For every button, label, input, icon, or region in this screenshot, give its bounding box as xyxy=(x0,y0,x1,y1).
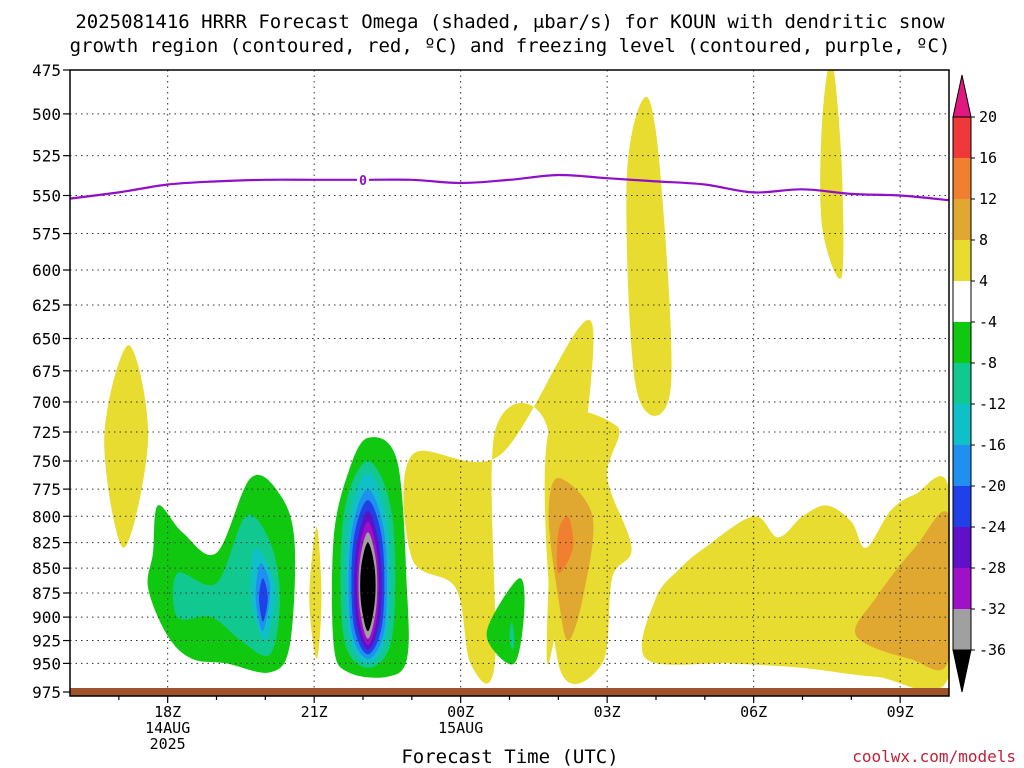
ytick-label-600: 600 xyxy=(32,261,61,280)
freezing-level-line xyxy=(70,173,949,202)
ytick-label-975: 975 xyxy=(32,683,61,702)
omega-region-4 xyxy=(820,70,844,279)
xtick-label-24-1: 15AUG xyxy=(438,719,483,737)
colorbar-label-1: 16 xyxy=(979,149,997,167)
colorbar-bin-7 xyxy=(953,404,971,445)
x-axis-label: Forecast Time (UTC) xyxy=(401,746,618,768)
colorbar-label-7: -12 xyxy=(979,395,1006,413)
colorbar-bin-8 xyxy=(953,445,971,486)
omega-region-5 xyxy=(309,526,322,659)
colorbar-label-6: -8 xyxy=(979,354,997,372)
xtick-label-18-0: 18Z xyxy=(154,703,181,721)
omega-shaded-regions xyxy=(104,70,949,692)
xtick-label-21-0: 21Z xyxy=(301,703,328,721)
ytick-label-525: 525 xyxy=(32,147,61,166)
xtick-label-33-0: 09Z xyxy=(887,703,914,721)
freezing-level-contour: 0 xyxy=(70,171,949,202)
surface-ground xyxy=(70,688,949,696)
colorbar-bin-6 xyxy=(953,363,971,404)
ytick-label-500: 500 xyxy=(32,105,61,124)
omega-region-14 xyxy=(259,578,268,622)
chart-title-line2: growth region (contoured, red, ºC) and f… xyxy=(70,35,951,57)
colorbar-bin-2 xyxy=(953,199,971,240)
ytick-label-800: 800 xyxy=(32,507,61,526)
ytick-label-475: 475 xyxy=(32,61,61,80)
colorbar-bin-11 xyxy=(953,568,971,609)
freezing-label-bg xyxy=(357,171,369,188)
surface-layer xyxy=(70,688,949,696)
colorbar-label-2: 12 xyxy=(979,190,997,208)
freezing-level-label: 0 xyxy=(359,174,367,189)
xtick-label-24-0: 00Z xyxy=(447,703,474,721)
ytick-label-900: 900 xyxy=(32,608,61,627)
omega-region-1 xyxy=(403,319,594,684)
chart-title-line1: 2025081416 HRRR Forecast Omega (shaded, … xyxy=(75,11,945,33)
omega-region-23 xyxy=(360,542,376,632)
ytick-label-575: 575 xyxy=(32,225,61,244)
omega-region-7 xyxy=(548,478,594,641)
ytick-label-700: 700 xyxy=(32,393,61,412)
colorbar-label-0: 20 xyxy=(979,108,997,126)
ytick-label-850: 850 xyxy=(32,559,61,578)
colorbar-label-5: -4 xyxy=(979,313,997,331)
colorbar-label-13: -36 xyxy=(979,641,1006,659)
xtick-label-18-1: 14AUG xyxy=(145,719,190,737)
ytick-label-950: 950 xyxy=(32,654,61,673)
omega-region-0 xyxy=(104,345,149,548)
colorbar-bin-4 xyxy=(953,281,971,322)
ytick-label-925: 925 xyxy=(32,632,61,651)
ytick-label-650: 650 xyxy=(32,330,61,349)
omega-region-2 xyxy=(626,96,672,416)
omega-region-8 xyxy=(855,511,949,671)
colorbar-bin-3 xyxy=(953,240,971,281)
colorbar-label-8: -16 xyxy=(979,436,1006,454)
xtick-label-27-0: 03Z xyxy=(594,703,621,721)
colorbar-bin-0 xyxy=(953,117,971,158)
omega-region-11 xyxy=(172,514,280,657)
colorbar-label-11: -28 xyxy=(979,559,1006,577)
ytick-label-675: 675 xyxy=(32,362,61,381)
omega-region-9 xyxy=(556,515,574,574)
colorbar-bin-5 xyxy=(953,322,971,363)
ytick-label-750: 750 xyxy=(32,452,61,471)
colorbar-label-9: -20 xyxy=(979,477,1006,495)
source-credit: coolwx.com/models xyxy=(852,747,1016,766)
xtick-label-18-2: 2025 xyxy=(150,735,186,753)
colorbar-bin-10 xyxy=(953,527,971,568)
ytick-label-775: 775 xyxy=(32,480,61,499)
colorbar-bin-9 xyxy=(953,486,971,527)
ytick-label-725: 725 xyxy=(32,423,61,442)
colorbar-over-triangle xyxy=(952,74,972,118)
ytick-label-875: 875 xyxy=(32,584,61,603)
omega-region-24 xyxy=(486,578,525,665)
ytick-label-625: 625 xyxy=(32,296,61,315)
xtick-label-30-0: 06Z xyxy=(740,703,767,721)
omega-colorbar: 20 16 12 8 4 -4 -8 -12 -16 -20 -24 -28 -32 -36 xyxy=(952,74,1006,693)
omega-region-25 xyxy=(509,621,515,650)
colorbar-label-4: 4 xyxy=(979,272,988,290)
pressure-axis: 475 500 525 550 575 600 625 650 675 700 725 750 775 8… xyxy=(32,61,70,702)
colorbar-bin-12 xyxy=(953,609,971,650)
colorbar-under-triangle xyxy=(952,649,972,693)
colorbar-label-12: -32 xyxy=(979,600,1006,618)
colorbar-bin-1 xyxy=(953,158,971,199)
colorbar-label-3: 8 xyxy=(979,231,988,249)
colorbar-label-10: -24 xyxy=(979,518,1006,536)
ytick-label-825: 825 xyxy=(32,534,61,553)
grid-lines xyxy=(70,70,949,696)
ytick-label-550: 550 xyxy=(32,187,61,206)
